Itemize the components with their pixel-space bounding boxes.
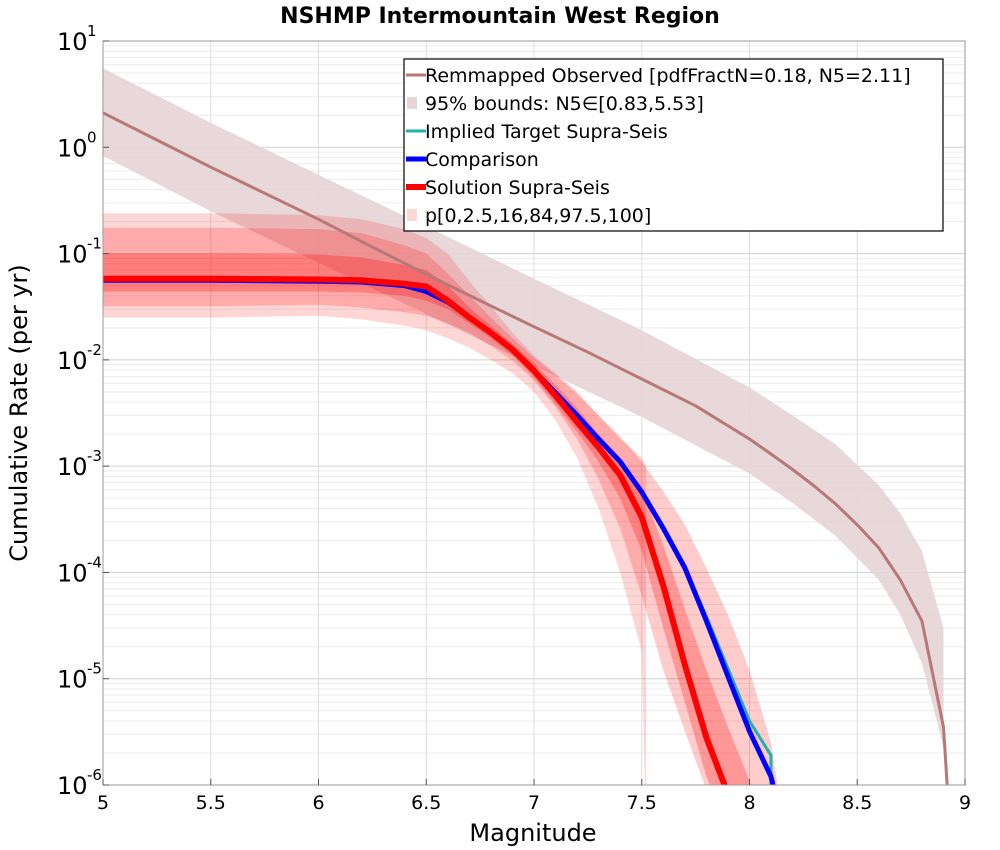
legend-swatch-patch — [407, 97, 417, 109]
legend-label: p[0,2.5,16,84,97.5,100] — [425, 205, 651, 227]
legend: Remmapped Observed [pdfFractN=0.18, N5=2… — [403, 58, 944, 232]
x-tick-label: 6 — [312, 792, 324, 814]
legend-label: Remmapped Observed [pdfFractN=0.18, N5=2… — [425, 65, 911, 87]
y-axis-label: Cumulative Rate (per yr) — [5, 264, 33, 562]
x-tick-label: 6.5 — [411, 792, 441, 814]
legend-label: Solution Supra-Seis — [425, 177, 610, 199]
legend-label: Implied Target Supra-Seis — [425, 121, 668, 143]
x-tick-label: 9 — [959, 792, 971, 814]
legend-label: 95% bounds: N5∈[0.83,5.53] — [425, 93, 704, 115]
band-percentile-1 — [103, 227, 778, 785]
legend-swatch-patch — [407, 209, 417, 221]
chart-title: NSHMP Intermountain West Region — [280, 4, 720, 29]
x-tick-label: 5 — [97, 792, 109, 814]
y-tick-exponent: -5 — [87, 660, 102, 678]
y-tick-label: 10 — [57, 241, 88, 269]
y-tick-exponent: 0 — [87, 128, 97, 146]
y-tick-label: 10 — [57, 347, 88, 375]
x-tick-labels: 5 5.5 6 6.5 7 7.5 8 8.5 9 — [97, 779, 971, 814]
y-tick-label: 10 — [57, 666, 88, 694]
y-tick-exponent: 1 — [87, 22, 97, 40]
y-tick-label: 10 — [57, 28, 88, 56]
x-tick-label: 8 — [743, 792, 755, 814]
y-tick-exponent: -1 — [87, 235, 102, 253]
y-tick-exponent: -6 — [87, 766, 102, 784]
y-tick-exponent: -3 — [87, 447, 102, 465]
series-line-0 — [103, 111, 949, 785]
legend-box — [403, 58, 944, 232]
band-percentile-0 — [103, 213, 647, 785]
y-tick-label: 10 — [57, 772, 88, 800]
x-axis-label: Magnitude — [469, 819, 596, 847]
y-tick-label: 10 — [57, 453, 88, 481]
y-tick-exponent: -2 — [87, 341, 102, 359]
legend-label: Comparison — [425, 149, 539, 171]
series-lines — [103, 111, 949, 785]
bands — [103, 68, 944, 785]
x-tick-label: 8.5 — [842, 792, 872, 814]
y-tick-exponent: -4 — [87, 553, 102, 571]
x-tick-label: 5.5 — [196, 792, 226, 814]
series-line-3 — [103, 275, 728, 785]
x-tick-label: 7 — [528, 792, 540, 814]
y-tick-label: 10 — [57, 134, 88, 162]
x-tick-label: 7.5 — [627, 792, 657, 814]
band-observed-95 — [103, 68, 944, 747]
y-tick-label: 10 — [57, 559, 88, 587]
